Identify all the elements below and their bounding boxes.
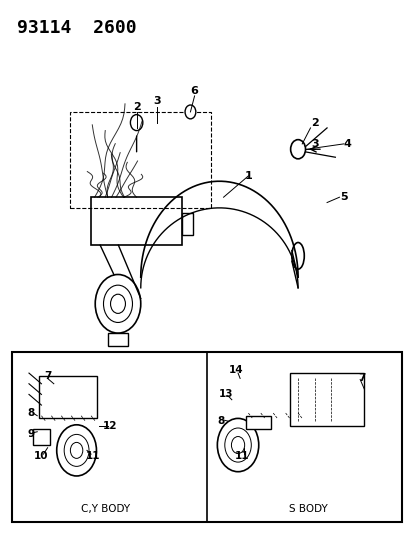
Text: S BODY: S BODY (288, 504, 327, 514)
Text: 12: 12 (102, 422, 117, 431)
Circle shape (57, 425, 96, 476)
Text: 10: 10 (34, 451, 49, 461)
Bar (91, 197, 182, 245)
Text: 7: 7 (358, 374, 365, 383)
Text: 7: 7 (44, 371, 51, 381)
Bar (12, 352, 401, 522)
FancyBboxPatch shape (39, 376, 97, 418)
Circle shape (290, 140, 305, 159)
Text: 3: 3 (310, 139, 318, 149)
Text: 13: 13 (218, 390, 233, 399)
Circle shape (95, 274, 140, 333)
Text: 93114  2600: 93114 2600 (17, 19, 136, 37)
Bar (246, 416, 271, 429)
Text: 9: 9 (27, 430, 35, 439)
Text: 6: 6 (190, 86, 198, 95)
Text: 2: 2 (133, 102, 140, 111)
Text: 2: 2 (310, 118, 318, 127)
Text: 11: 11 (234, 451, 249, 461)
Text: 1: 1 (244, 171, 252, 181)
Circle shape (217, 418, 258, 472)
Text: C,Y BODY: C,Y BODY (81, 504, 130, 514)
Bar (289, 373, 363, 426)
Text: 11: 11 (85, 451, 100, 461)
Circle shape (185, 105, 195, 119)
Text: 4: 4 (343, 139, 351, 149)
Circle shape (130, 115, 142, 131)
Text: 3: 3 (153, 96, 161, 106)
Text: 8: 8 (217, 416, 225, 426)
Bar (33, 429, 50, 445)
Bar (182, 213, 192, 235)
Bar (107, 333, 128, 346)
Text: 8: 8 (27, 408, 35, 418)
Text: 5: 5 (339, 192, 347, 202)
Text: 14: 14 (228, 366, 243, 375)
Ellipse shape (291, 243, 304, 269)
